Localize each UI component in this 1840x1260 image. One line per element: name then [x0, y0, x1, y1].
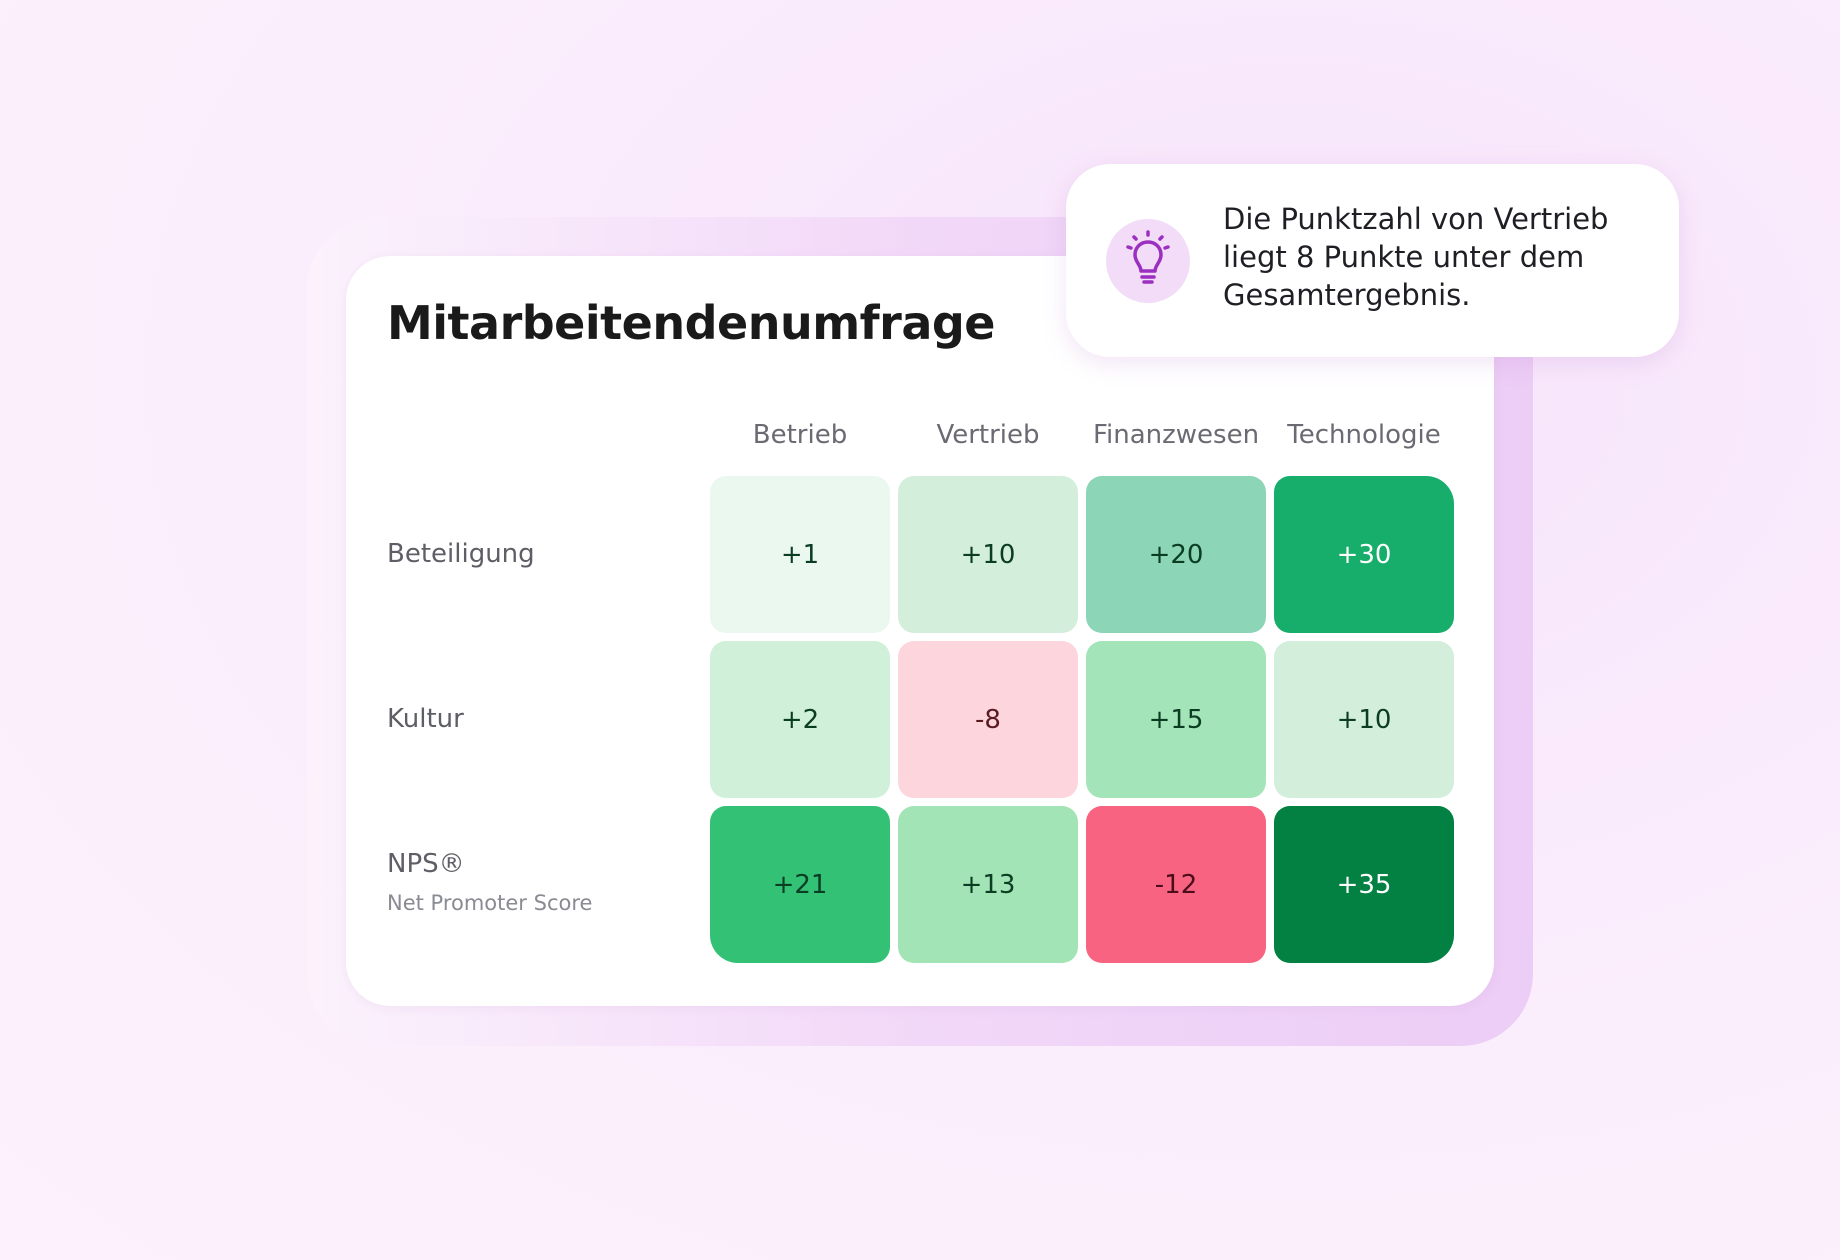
heatmap-cell: +20: [1086, 476, 1266, 633]
heatmap-cell: -12: [1086, 806, 1266, 963]
heatmap-cell: +15: [1086, 641, 1266, 798]
row-sublabel: Net Promoter Score: [387, 890, 593, 915]
chart-title: Mitarbeitendenumfrage: [387, 296, 996, 350]
heatmap-cell: +35: [1274, 806, 1454, 963]
lightbulb-icon: [1106, 219, 1190, 303]
heatmap-cell: +10: [898, 476, 1078, 633]
row-label: Kultur: [387, 703, 464, 734]
row-label: NPS®: [387, 848, 465, 879]
heatmap-cell: +1: [710, 476, 890, 633]
row-label: Beteiligung: [387, 538, 535, 569]
column-header: Vertrieb: [936, 420, 1040, 450]
insight-text: Die Punktzahl von Vertrieb liegt 8 Punkt…: [1223, 202, 1609, 312]
column-header: Betrieb: [752, 420, 848, 450]
heatmap-cell: +30: [1274, 476, 1454, 633]
column-header: Finanzwesen: [1092, 420, 1260, 450]
heatmap-cell: +13: [898, 806, 1078, 963]
column-header: Technologie: [1287, 420, 1441, 450]
heatmap-cell: -8: [898, 641, 1078, 798]
heatmap-cell: +2: [710, 641, 890, 798]
heatmap-cell: +10: [1274, 641, 1454, 798]
heatmap-cell: +21: [710, 806, 890, 963]
lightbulb: [1126, 230, 1170, 284]
